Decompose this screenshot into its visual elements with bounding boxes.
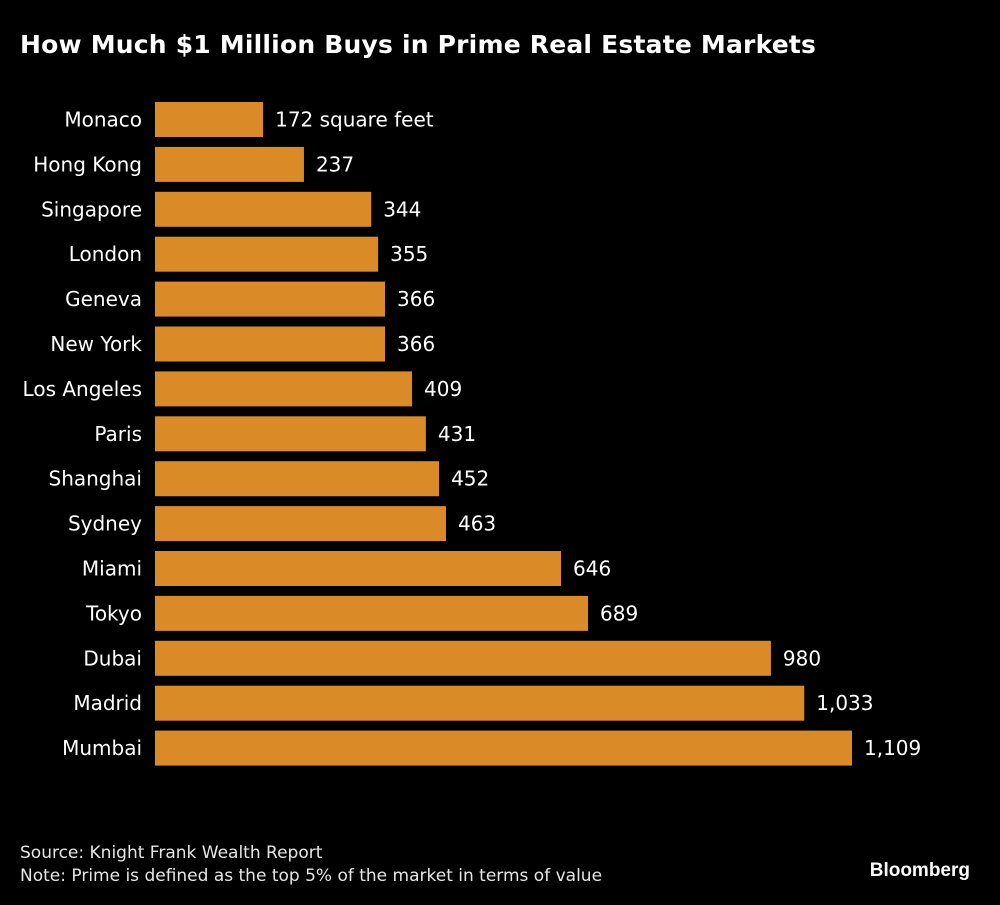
data-label: 355: [390, 242, 428, 266]
bar: [155, 146, 304, 182]
bar-row: Miami 646: [82, 551, 611, 586]
bar: [155, 371, 413, 407]
bar-row: New York 366: [50, 326, 435, 362]
data-label: 452: [451, 467, 489, 491]
category-label: Madrid: [73, 691, 142, 715]
data-label: 1,109: [864, 736, 921, 760]
bar: [155, 191, 372, 227]
data-label: 689: [600, 601, 638, 625]
category-label: Sydney: [68, 512, 142, 536]
chart-footer: Source: Knight Frank Wealth Report Note:…: [20, 842, 602, 888]
data-label: 431: [438, 422, 476, 446]
category-label: Tokyo: [85, 601, 142, 625]
category-label: Miami: [82, 557, 142, 581]
bar-row: London 355: [69, 236, 428, 272]
bar: [155, 102, 264, 137]
bar: [155, 326, 386, 362]
chart-title: How Much $1 Million Buys in Prime Real E…: [20, 30, 817, 59]
category-label: Paris: [94, 422, 142, 446]
category-label: Hong Kong: [33, 152, 142, 176]
bar: [155, 506, 446, 542]
category-label: Mumbai: [62, 736, 142, 760]
bar: [155, 551, 562, 586]
data-label: 1,033: [816, 691, 873, 715]
bar-row: Sydney 463: [68, 506, 496, 542]
category-label: New York: [50, 332, 142, 356]
category-label: Singapore: [41, 197, 142, 221]
bar: [155, 236, 379, 272]
bar: [155, 461, 440, 497]
category-label: Geneva: [65, 287, 142, 311]
bar-row: Tokyo 689: [85, 595, 638, 631]
bar-row: Madrid 1,033: [73, 685, 874, 721]
data-label: 980: [783, 646, 821, 670]
category-label: Monaco: [64, 108, 142, 132]
data-label: 237: [316, 152, 354, 176]
category-label: Los Angeles: [23, 377, 142, 401]
category-label: Dubai: [83, 646, 142, 670]
bar-row: Paris 431: [94, 416, 476, 452]
bar-row: Singapore 344: [41, 191, 421, 227]
bar: [155, 640, 771, 676]
bar-row: Monaco 172 square feet: [64, 102, 434, 137]
data-label: 463: [458, 512, 496, 536]
data-label: 366: [397, 287, 435, 311]
category-label: Shanghai: [49, 467, 143, 491]
data-label: 344: [383, 197, 421, 221]
source-note: Source: Knight Frank Wealth Report: [20, 843, 323, 863]
bar-row: Shanghai 452: [49, 461, 489, 497]
bar-row: Dubai 980: [83, 640, 821, 676]
bar-row: Hong Kong 237: [33, 146, 354, 182]
data-label: 409: [424, 377, 462, 401]
data-label: 646: [573, 557, 611, 581]
bar: [155, 416, 426, 452]
category-label: London: [69, 242, 142, 266]
bar-row: Mumbai 1,109: [62, 730, 921, 766]
bar: [155, 730, 852, 766]
data-label: 172 square feet: [275, 108, 434, 132]
bar: [155, 281, 386, 317]
bloomberg-logo: Bloomberg: [869, 860, 970, 881]
bar: [155, 595, 589, 631]
data-label: 366: [397, 332, 435, 356]
bar: [155, 685, 805, 721]
definition-note: Note: Prime is defined as the top 5% of …: [20, 866, 603, 886]
bar-row: Los Angeles 409: [23, 371, 462, 407]
bar-row: Geneva 366: [65, 281, 435, 317]
